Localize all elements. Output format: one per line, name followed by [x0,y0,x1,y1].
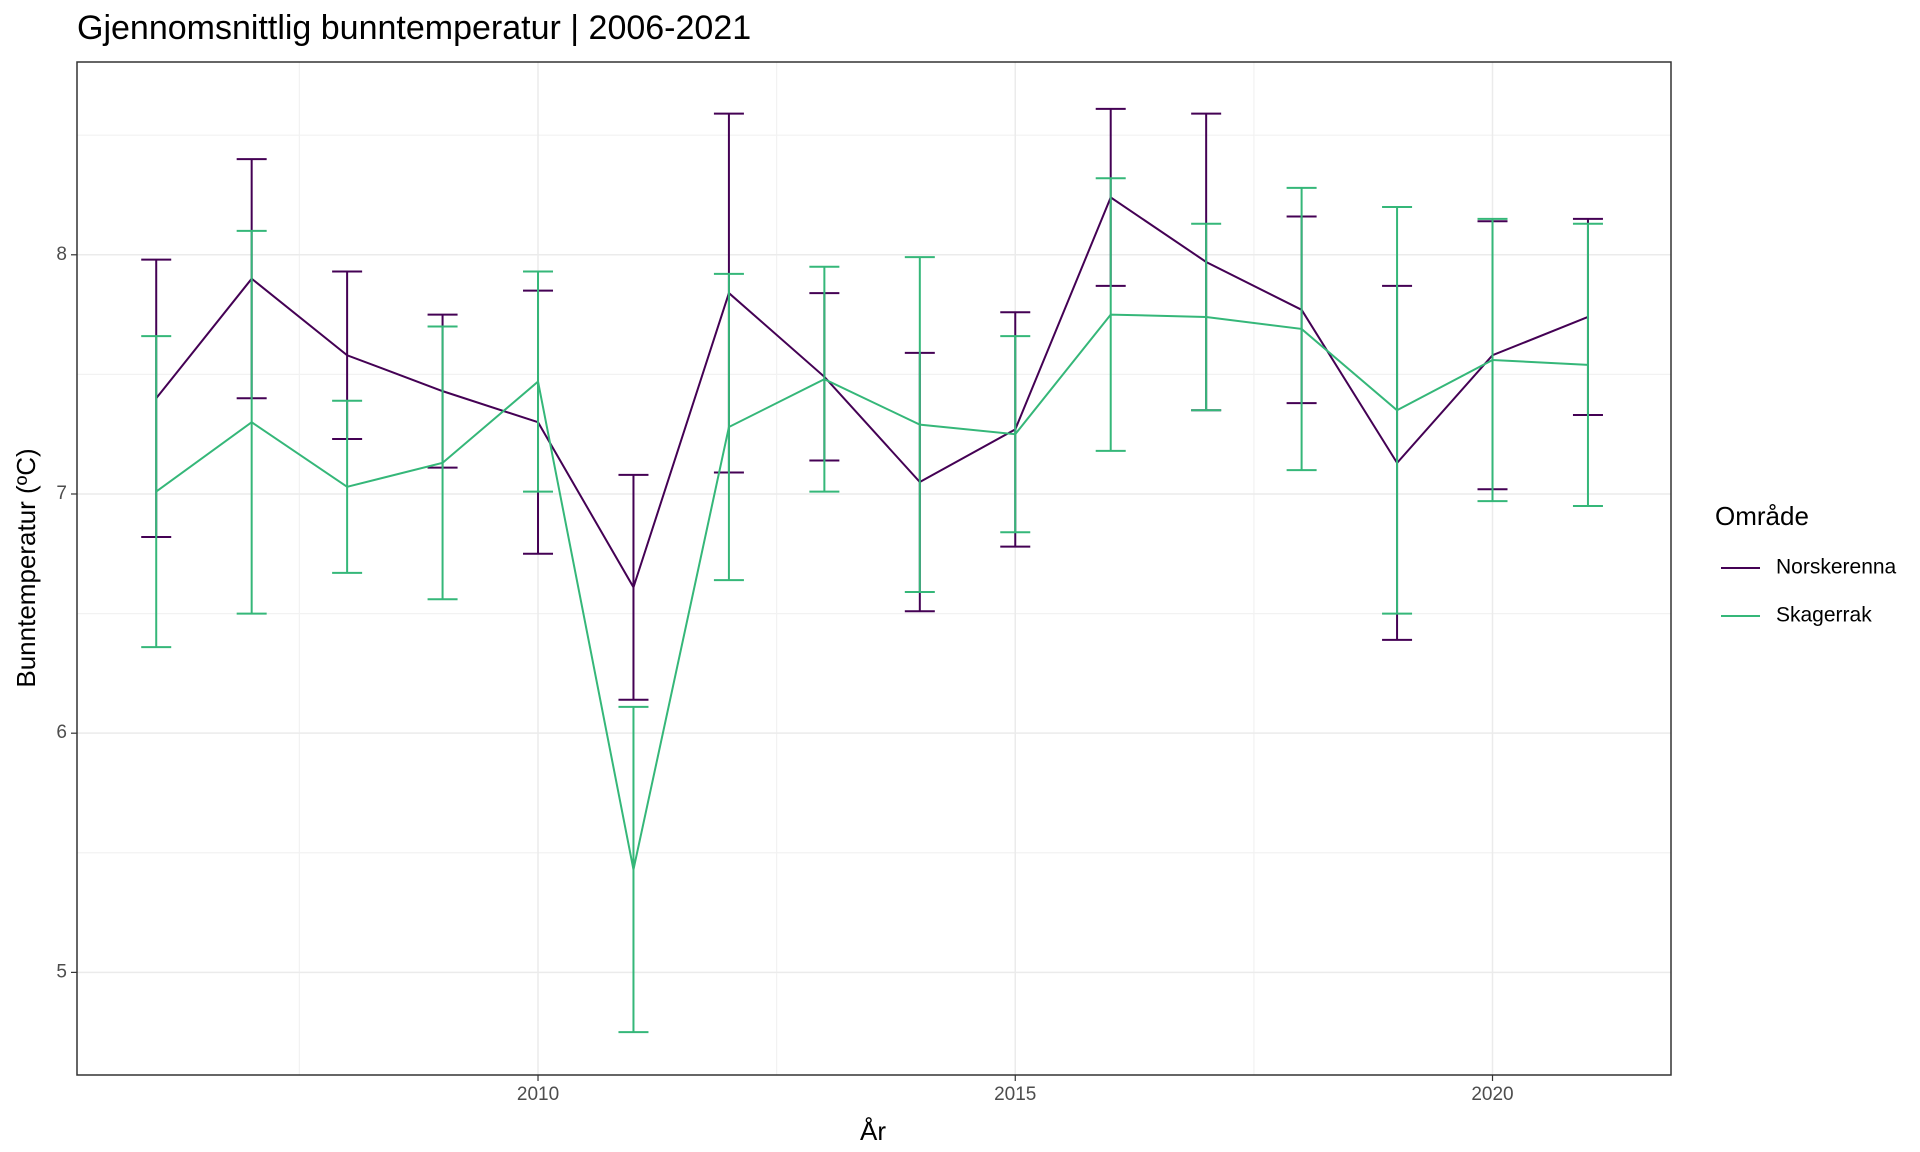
line [155,195,1589,590]
legend-title: Område [1715,501,1809,531]
error-bar [1572,222,1603,507]
error-bar [141,335,172,649]
plot-border [76,61,1672,1076]
legend-label: Skagerrak [1776,604,1872,627]
y-axis-title: Bunntemperatur (ºC) [11,448,41,687]
x-tick-label: 2015 [994,1084,1036,1105]
y-tick-label: 7 [56,483,67,504]
chart-title: Gjennomsnittlig bunntemperatur | 2006-20… [77,9,751,47]
y-tick-label: 5 [56,961,67,982]
x-tick-label: 2020 [1471,1084,1513,1105]
line [155,313,1589,870]
y-tick-label: 6 [56,722,67,743]
x-axis-title: År [860,1116,886,1146]
y-tick-label: 8 [56,244,67,265]
legend-label: Norskerenna [1776,556,1897,579]
x-tick-label: 2010 [517,1084,559,1105]
